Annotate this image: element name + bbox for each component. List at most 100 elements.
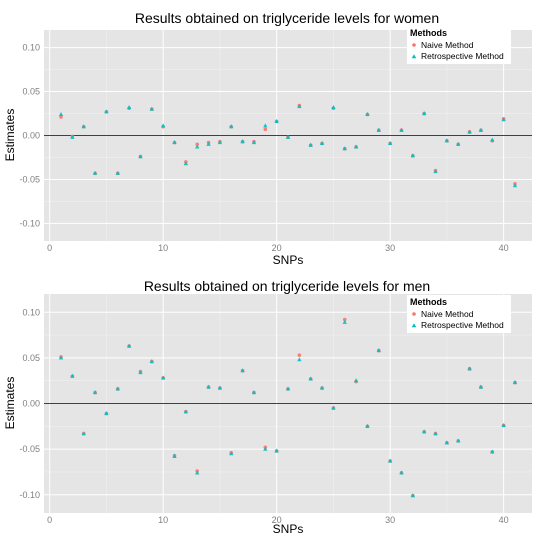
legend-retrospective-marker <box>411 323 417 328</box>
y-tick-label: -0.10 <box>19 490 40 500</box>
retrospective-method-point <box>104 411 109 416</box>
retrospective-method-point <box>274 448 279 453</box>
retrospective-method-point <box>387 458 393 463</box>
retrospective-method-point <box>410 153 416 158</box>
retrospective-method-point <box>240 139 245 144</box>
legend-naive-label: Naive Method <box>421 309 474 319</box>
x-tick-label: 30 <box>385 515 395 525</box>
retrospective-method-point <box>342 319 347 324</box>
y-tick-label: 0.10 <box>22 307 40 317</box>
retrospective-method-point <box>70 373 75 378</box>
data-points <box>58 317 518 498</box>
naive-method-point <box>342 317 347 322</box>
retrospective-method-point <box>229 124 234 129</box>
retrospective-method-point <box>195 144 200 149</box>
y-tick-label: 0.00 <box>22 131 40 141</box>
retrospective-method-point <box>342 146 347 151</box>
retrospective-method-point <box>285 386 291 391</box>
retrospective-method-point <box>319 385 325 390</box>
retrospective-method-point <box>92 170 98 175</box>
retrospective-method-point <box>160 375 166 380</box>
chart-title: Results obtained on triglyceride levels … <box>144 278 430 294</box>
legend-box <box>407 295 511 333</box>
retrospective-method-point <box>501 117 506 122</box>
retrospective-method-point <box>229 451 234 456</box>
retrospective-method-point <box>433 169 438 174</box>
retrospective-method-point <box>206 141 211 146</box>
y-axis-title: Estimates <box>3 377 17 430</box>
retrospective-method-point <box>444 440 450 445</box>
legend-retrospective-marker <box>411 54 417 59</box>
retrospective-method-point <box>149 359 155 364</box>
y-tick-label: 0.00 <box>22 399 40 409</box>
x-tick-label: 20 <box>272 515 282 525</box>
legend-retrospective-label: Retrospective Method <box>421 51 504 61</box>
retrospective-method-point <box>138 370 143 375</box>
retrospective-method-point <box>285 134 291 139</box>
retrospective-method-point <box>274 119 279 124</box>
retrospective-method-point <box>263 446 268 451</box>
retrospective-method-point <box>331 405 336 410</box>
retrospective-method-point <box>92 390 98 395</box>
legend-retrospective-label: Retrospective Method <box>421 320 504 330</box>
x-tick-label: 10 <box>158 243 168 253</box>
y-tick-label: -0.10 <box>19 218 40 228</box>
retrospective-method-point <box>478 384 484 389</box>
naive-method-point <box>195 142 200 147</box>
y-tick-label: 0.05 <box>22 353 40 363</box>
x-tick-label: 20 <box>272 243 282 253</box>
retrospective-method-point <box>353 144 359 149</box>
x-tick-labels: 0 10 20 30 40 <box>47 243 508 253</box>
retrospective-method-point <box>456 141 461 146</box>
x-tick-label: 0 <box>47 515 52 525</box>
y-tick-label: 0.10 <box>22 43 40 53</box>
retrospective-method-point <box>512 380 518 385</box>
chart-panel-men: Results obtained on triglyceride levels … <box>3 278 532 536</box>
retrospective-method-point <box>387 141 393 146</box>
y-axis-title: Estimates <box>3 109 17 162</box>
retrospective-method-point <box>251 140 257 145</box>
retrospective-method-point <box>421 429 427 434</box>
legend-naive-marker <box>412 43 416 47</box>
retrospective-method-point <box>195 470 200 475</box>
retrospective-method-point <box>444 138 450 143</box>
retrospective-method-point <box>433 431 438 436</box>
retrospective-method-point <box>308 142 313 147</box>
retrospective-method-point <box>376 127 381 132</box>
x-tick-label: 10 <box>158 515 168 525</box>
retrospective-method-point <box>501 423 506 427</box>
retrospective-method-point <box>58 112 64 116</box>
x-axis-title: SNPs <box>273 522 304 536</box>
x-tick-label: 40 <box>499 243 509 253</box>
retrospective-method-point <box>421 111 427 116</box>
x-tick-label: 0 <box>47 243 52 253</box>
legend-naive-marker <box>412 312 416 316</box>
retrospective-method-point <box>490 137 495 142</box>
retrospective-method-point <box>251 390 257 395</box>
retrospective-method-point <box>410 493 416 498</box>
chart-title: Results obtained on triglyceride levels … <box>135 10 439 26</box>
retrospective-method-point <box>183 409 189 414</box>
x-tick-label: 40 <box>499 515 509 525</box>
retrospective-method-point <box>58 355 64 360</box>
retrospective-method-point <box>331 104 336 109</box>
retrospective-method-point <box>353 378 359 383</box>
legend: Methods Naive Method Retrospective Metho… <box>407 26 511 64</box>
retrospective-method-point <box>206 384 211 389</box>
retrospective-method-point <box>308 376 313 381</box>
y-tick-label: 0.05 <box>22 87 40 97</box>
retrospective-method-point <box>160 123 166 128</box>
y-tick-labels: -0.10 -0.05 0.00 0.05 0.10 <box>19 307 40 500</box>
retrospective-method-point <box>183 161 189 166</box>
retrospective-method-point <box>70 134 75 139</box>
retrospective-method-point <box>376 348 381 353</box>
retrospective-method-point <box>138 154 143 159</box>
retrospective-method-point <box>399 470 404 475</box>
retrospective-method-point <box>104 109 109 114</box>
legend-title: Methods <box>410 297 447 307</box>
retrospective-method-point <box>81 124 86 129</box>
retrospective-method-point <box>115 170 120 175</box>
retrospective-method-point <box>490 449 495 454</box>
y-tick-label: -0.05 <box>19 444 40 454</box>
